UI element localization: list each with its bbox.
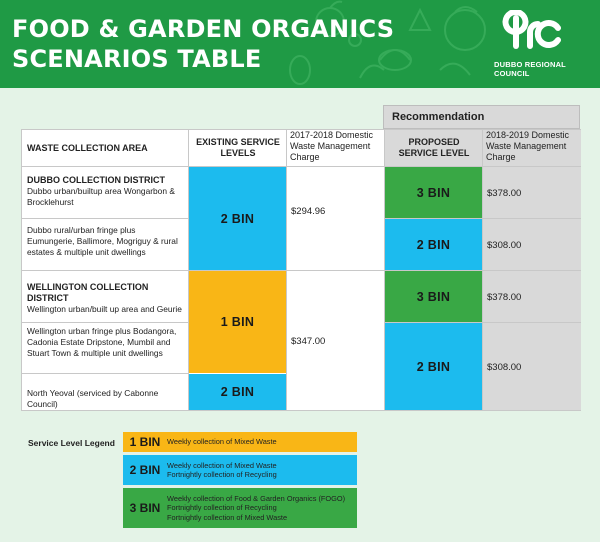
legend-two-bin: 2 BIN Weekly collection of Mixed Waste F… — [123, 455, 357, 485]
area-description: Dubbo urban/builtup area Wongarbon & Bro… — [27, 186, 175, 207]
legend-label: 3 BIN — [129, 501, 161, 515]
vegetable-pattern-decoration — [289, 0, 486, 85]
charge-2018-wellington-rest: $308.00 — [487, 362, 522, 373]
legend-one-bin: 1 BIN Weekly collection of Mixed Waste — [123, 432, 357, 452]
row-dubbo-urban: DUBBO COLLECTION DISTRICT Dubbo urban/bu… — [27, 175, 185, 208]
col-header-existing: EXISTING SERVICE LEVELS — [196, 137, 280, 158]
legend-line: Fortnightly collection of Mixed Waste — [167, 512, 288, 522]
divider — [21, 322, 188, 323]
divider — [384, 129, 385, 411]
charge-2018-wellington-urban: $378.00 — [487, 292, 522, 303]
council-name: DUBBO REGIONAL COUNCIL — [494, 60, 566, 78]
col-header-area: WASTE COLLECTION AREA — [27, 143, 148, 153]
row-wellington-urban: WELLINGTON COLLECTION DISTRICT Wellingto… — [27, 282, 185, 315]
district-heading-wellington: WELLINGTON COLLECTION DISTRICT — [27, 282, 149, 303]
legend-description: Weekly collection of Mixed Waste Fortnig… — [167, 461, 277, 480]
legend-label: 1 BIN — [129, 435, 161, 449]
area-description: North Yeoval (serviced by Cabonne Counci… — [27, 388, 159, 409]
divider — [286, 129, 287, 411]
council-logo: DUBBO REGIONAL COUNCIL — [492, 10, 592, 82]
proposed-wellington-urban-badge: 3 BIN — [385, 271, 482, 322]
charge-2017-dubbo: $294.96 — [291, 206, 326, 217]
charge-2018-dubbo-rural: $308.00 — [487, 240, 522, 251]
divider — [21, 166, 581, 167]
legend-description: Weekly collection of Food & Garden Organ… — [167, 494, 345, 523]
title-line-1: FOOD & GARDEN ORGANICS — [12, 15, 395, 43]
legend-label: 2 BIN — [129, 463, 161, 477]
existing-wellington-badge: 1 BIN — [189, 271, 286, 373]
row-wellington-fringe: Wellington urban fringe plus Bodangora, … — [27, 326, 185, 359]
legend-line: Weekly collection of Mixed Waste — [167, 460, 277, 470]
council-name-line-2: COUNCIL — [494, 69, 530, 78]
col-header-proposed: PROPOSED SERVICE LEVEL — [398, 137, 470, 158]
legend-line: Fortnightly collection of Recycling — [167, 470, 277, 479]
area-description: Wellington urban/built up area and Geuri… — [27, 304, 182, 314]
drc-logo-mark-icon — [502, 10, 561, 49]
legend-three-bin: 3 BIN Weekly collection of Food & Garden… — [123, 488, 357, 528]
proposed-dubbo-rural-badge: 2 BIN — [385, 219, 482, 270]
proposed-wellington-rest-badge: 2 BIN — [385, 323, 482, 410]
col-header-charge-2017: 2017-2018 Domestic Waste Management Char… — [290, 130, 374, 162]
row-north-yeoval: North Yeoval (serviced by Cabonne Counci… — [27, 388, 185, 410]
district-heading-dubbo: DUBBO COLLECTION DISTRICT — [27, 175, 165, 185]
area-description: Wellington urban fringe plus Bodangora, … — [27, 326, 177, 358]
existing-north-yeoval-badge: 2 BIN — [189, 374, 286, 410]
charge-2018-dubbo-urban: $378.00 — [487, 188, 522, 199]
divider — [21, 373, 188, 374]
existing-dubbo-badge: 2 BIN — [189, 167, 286, 270]
title-line-2: SCENARIOS TABLE — [12, 45, 262, 73]
proposed-dubbo-urban-badge: 3 BIN — [385, 167, 482, 218]
council-name-line-1: DUBBO REGIONAL — [494, 60, 566, 69]
legend-title: Service Level Legend — [28, 438, 115, 448]
charge-2017-wellington: $347.00 — [291, 336, 326, 347]
divider — [21, 218, 188, 219]
legend-line: Fortnightly collection of Recycling — [167, 503, 277, 513]
row-dubbo-rural: Dubbo rural/urban fringe plus Eumungerie… — [27, 225, 185, 258]
area-description: Dubbo rural/urban fringe plus Eumungerie… — [27, 225, 178, 257]
page-title: FOOD & GARDEN ORGANICS SCENARIOS TABLE — [12, 14, 394, 74]
legend-description: Weekly collection of Mixed Waste — [167, 437, 277, 447]
header-banner: FOOD & GARDEN ORGANICS SCENARIOS TABLE D… — [0, 0, 600, 88]
legend-line: Weekly collection of Food & Garden Organ… — [167, 493, 346, 503]
divider — [482, 129, 483, 411]
recommendation-label: Recommendation — [383, 105, 580, 129]
divider — [21, 270, 581, 271]
legend-line: Weekly collection of Mixed Waste — [167, 437, 277, 447]
col-header-charge-2018: 2018-2019 Domestic Waste Management Char… — [486, 130, 570, 162]
divider — [188, 129, 189, 411]
